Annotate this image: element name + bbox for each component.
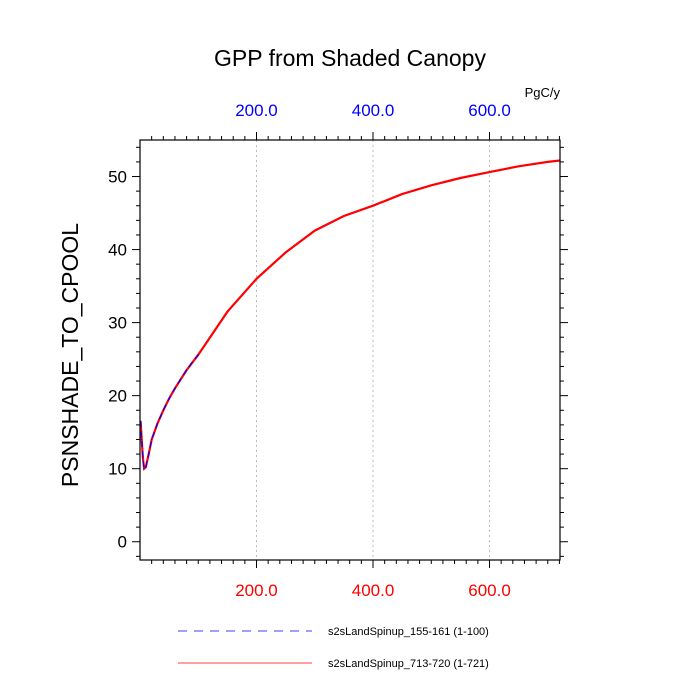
series-layer <box>139 159 561 471</box>
data-point <box>459 177 461 179</box>
data-point <box>148 453 150 455</box>
y-tick-label: 10 <box>108 460 127 479</box>
x-tick-label-top: 600.0 <box>468 101 511 120</box>
data-point <box>151 438 153 441</box>
grid-layer <box>256 140 491 560</box>
data-point <box>145 466 147 468</box>
data-point <box>186 369 188 371</box>
data-point <box>255 278 258 280</box>
chart-title: GPP from Shaded Canopy <box>214 45 486 71</box>
data-point <box>142 457 144 459</box>
y-tick-label: 40 <box>108 241 127 260</box>
data-point <box>162 409 164 411</box>
data-point <box>285 251 287 254</box>
y-axis-label: PSNSHADE_TO_CPOOL <box>57 223 83 487</box>
x-tick-label-bottom: 200.0 <box>235 581 278 600</box>
data-point <box>401 193 403 195</box>
top-axis-unit: PgC/y <box>525 85 561 100</box>
data-point <box>518 165 520 167</box>
y-tick-label: 50 <box>108 168 127 187</box>
data-point <box>372 205 374 207</box>
data-point <box>547 161 549 163</box>
data-point <box>488 171 491 173</box>
y-tick-label: 20 <box>108 387 127 406</box>
series-line-713-720 <box>139 159 561 471</box>
data-point <box>226 311 228 313</box>
x-tick-label-top: 400.0 <box>352 101 395 120</box>
x-tick-label-bottom: 600.0 <box>468 581 511 600</box>
data-point <box>191 361 194 363</box>
data-point <box>343 215 345 217</box>
data-point <box>168 397 170 400</box>
legend-label: s2sLandSpinup_713-720 (1-721) <box>328 658 489 670</box>
legend-label: s2sLandSpinup_155-161 (1-100) <box>328 626 489 638</box>
plot-frame <box>139 139 561 561</box>
data-point <box>430 184 432 186</box>
data-point <box>174 387 176 389</box>
tick-layer: 200.0 200.0 400.0 400.0 600.0 600.0 0 10 20 30 40 5… <box>108 101 568 600</box>
y-tick-label: 0 <box>118 533 127 552</box>
data-point <box>314 229 316 232</box>
data-point <box>141 438 143 441</box>
data-point <box>156 422 159 425</box>
legend: s2sLandSpinup_155-161 (1-100) s2sLandSpin… <box>178 626 489 670</box>
data-point <box>180 378 182 380</box>
data-point <box>143 468 145 470</box>
data-point <box>197 354 199 356</box>
x-tick-label-bottom: 400.0 <box>352 581 395 600</box>
y-tick-label: 30 <box>108 314 127 333</box>
x-tick-label-top: 200.0 <box>235 101 278 120</box>
series-line-155-161 <box>140 354 199 470</box>
